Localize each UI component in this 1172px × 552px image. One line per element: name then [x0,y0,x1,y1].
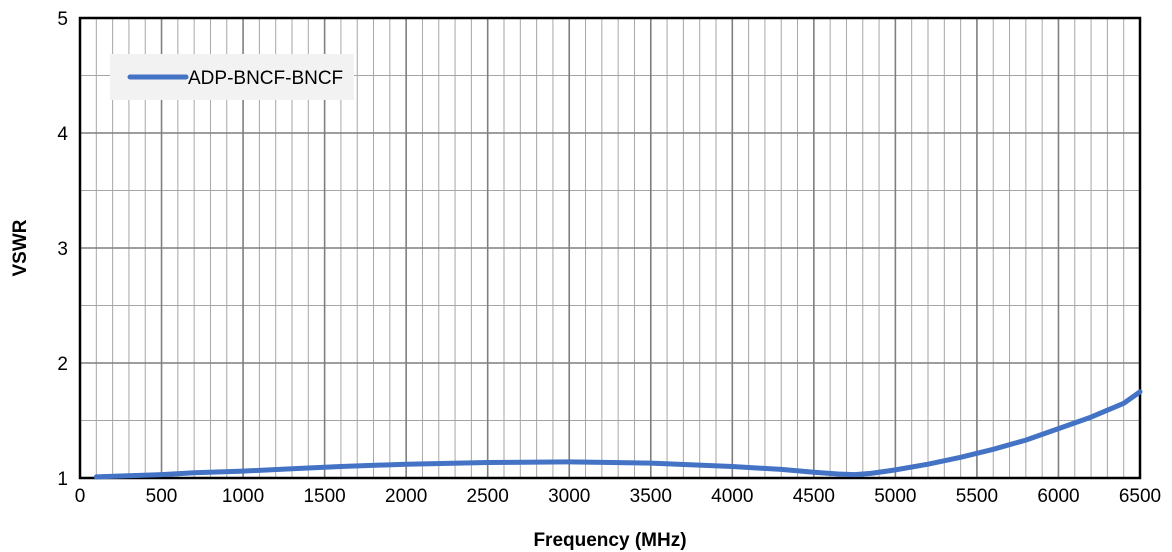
x-tick-label: 1000 [222,486,264,507]
x-tick-label: 4000 [711,486,753,507]
x-axis-ticks: 0 500 1000 1500 2000 2500 3000 3500 4000 4500 5000… [75,486,1161,507]
x-tick-label: 5000 [874,486,916,507]
series-layer [93,389,1143,480]
x-tick-label: 2500 [467,486,509,507]
series-line-0 [93,389,1143,480]
x-tick-label: 500 [146,486,178,507]
x-axis-title: Frequency (MHz) [533,530,686,551]
x-tick-label: 2000 [385,486,427,507]
x-tick-label: 5500 [956,486,998,507]
y-tick-label: 5 [57,9,68,30]
legend-label: ADP-BNCF-BNCF [188,68,343,89]
y-tick-label: 1 [57,469,68,490]
plot-area-border [78,16,1142,480]
y-tick-label: 2 [57,354,68,375]
x-tick-label: 1500 [303,486,345,507]
y-axis-title: VSWR [10,219,31,276]
y-tick-label: 4 [57,124,68,145]
x-tick-label: 4500 [793,486,835,507]
x-tick-label: 6000 [1037,486,1079,507]
x-tick-label: 6500 [1119,486,1161,507]
legend: ADP-BNCF-BNCF [110,54,354,100]
y-tick-label: 3 [57,239,68,260]
x-tick-label: 3500 [630,486,672,507]
y-axis-ticks: 1 2 3 4 5 [57,9,68,490]
x-tick-label: 3000 [548,486,590,507]
x-tick-label: 0 [75,486,86,507]
